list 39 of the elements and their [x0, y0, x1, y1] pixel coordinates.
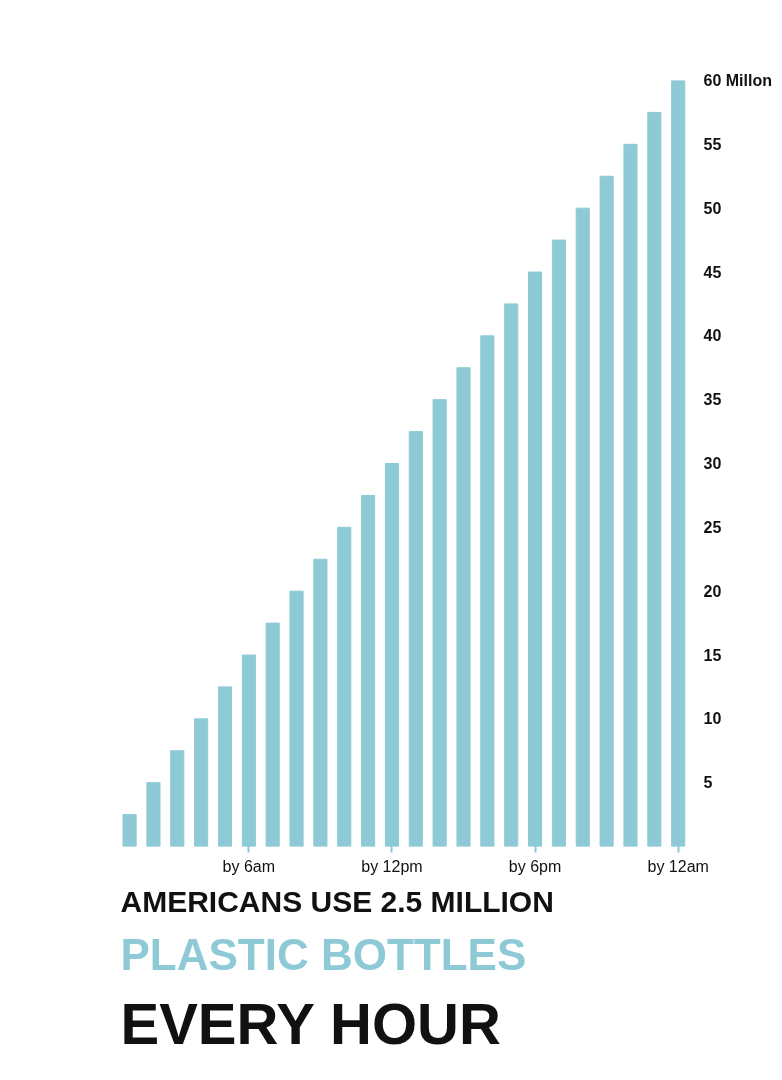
bar	[122, 814, 137, 847]
bar	[432, 399, 447, 847]
x-tick-label: by 6am	[222, 857, 276, 875]
bar	[170, 750, 185, 847]
y-tick-label: 20	[703, 582, 722, 600]
y-tick-label: 60 Millon	[703, 72, 772, 89]
y-tick-label: 50	[703, 199, 722, 217]
bar	[146, 782, 161, 847]
bar	[313, 558, 328, 847]
y-tick-label: 45	[703, 263, 722, 281]
y-tick-label: 55	[703, 135, 722, 153]
bar	[551, 239, 566, 847]
y-tick-label: 40	[703, 327, 722, 345]
bar	[647, 111, 662, 847]
text: PLASTIC BOTTLES	[120, 929, 527, 979]
bar	[289, 590, 304, 847]
x-tick-label: by 12pm	[361, 857, 423, 875]
bar	[480, 335, 495, 847]
bar	[456, 367, 471, 847]
bar	[504, 303, 519, 847]
bar	[337, 526, 352, 847]
bar	[217, 686, 233, 847]
bar	[623, 143, 638, 847]
bar	[194, 718, 209, 847]
bar	[575, 207, 590, 847]
bar	[599, 175, 614, 847]
x-tick-label: by 12am	[647, 857, 709, 875]
bar	[408, 431, 423, 847]
y-tick-label: 30	[703, 455, 722, 472]
bar	[265, 622, 280, 847]
y-tick-label: 35	[703, 391, 722, 409]
y-tick-label: 25	[703, 518, 722, 536]
text: EVERY HOUR	[120, 990, 501, 1056]
y-tick-label: 15	[703, 646, 722, 664]
bar	[361, 494, 376, 847]
text: AMERICANS USE 2.5 MILLION	[120, 884, 554, 918]
x-tick-label: by 6pm	[508, 857, 562, 875]
y-tick-label: 10	[703, 710, 722, 728]
y-tick-label: 5	[703, 774, 713, 792]
